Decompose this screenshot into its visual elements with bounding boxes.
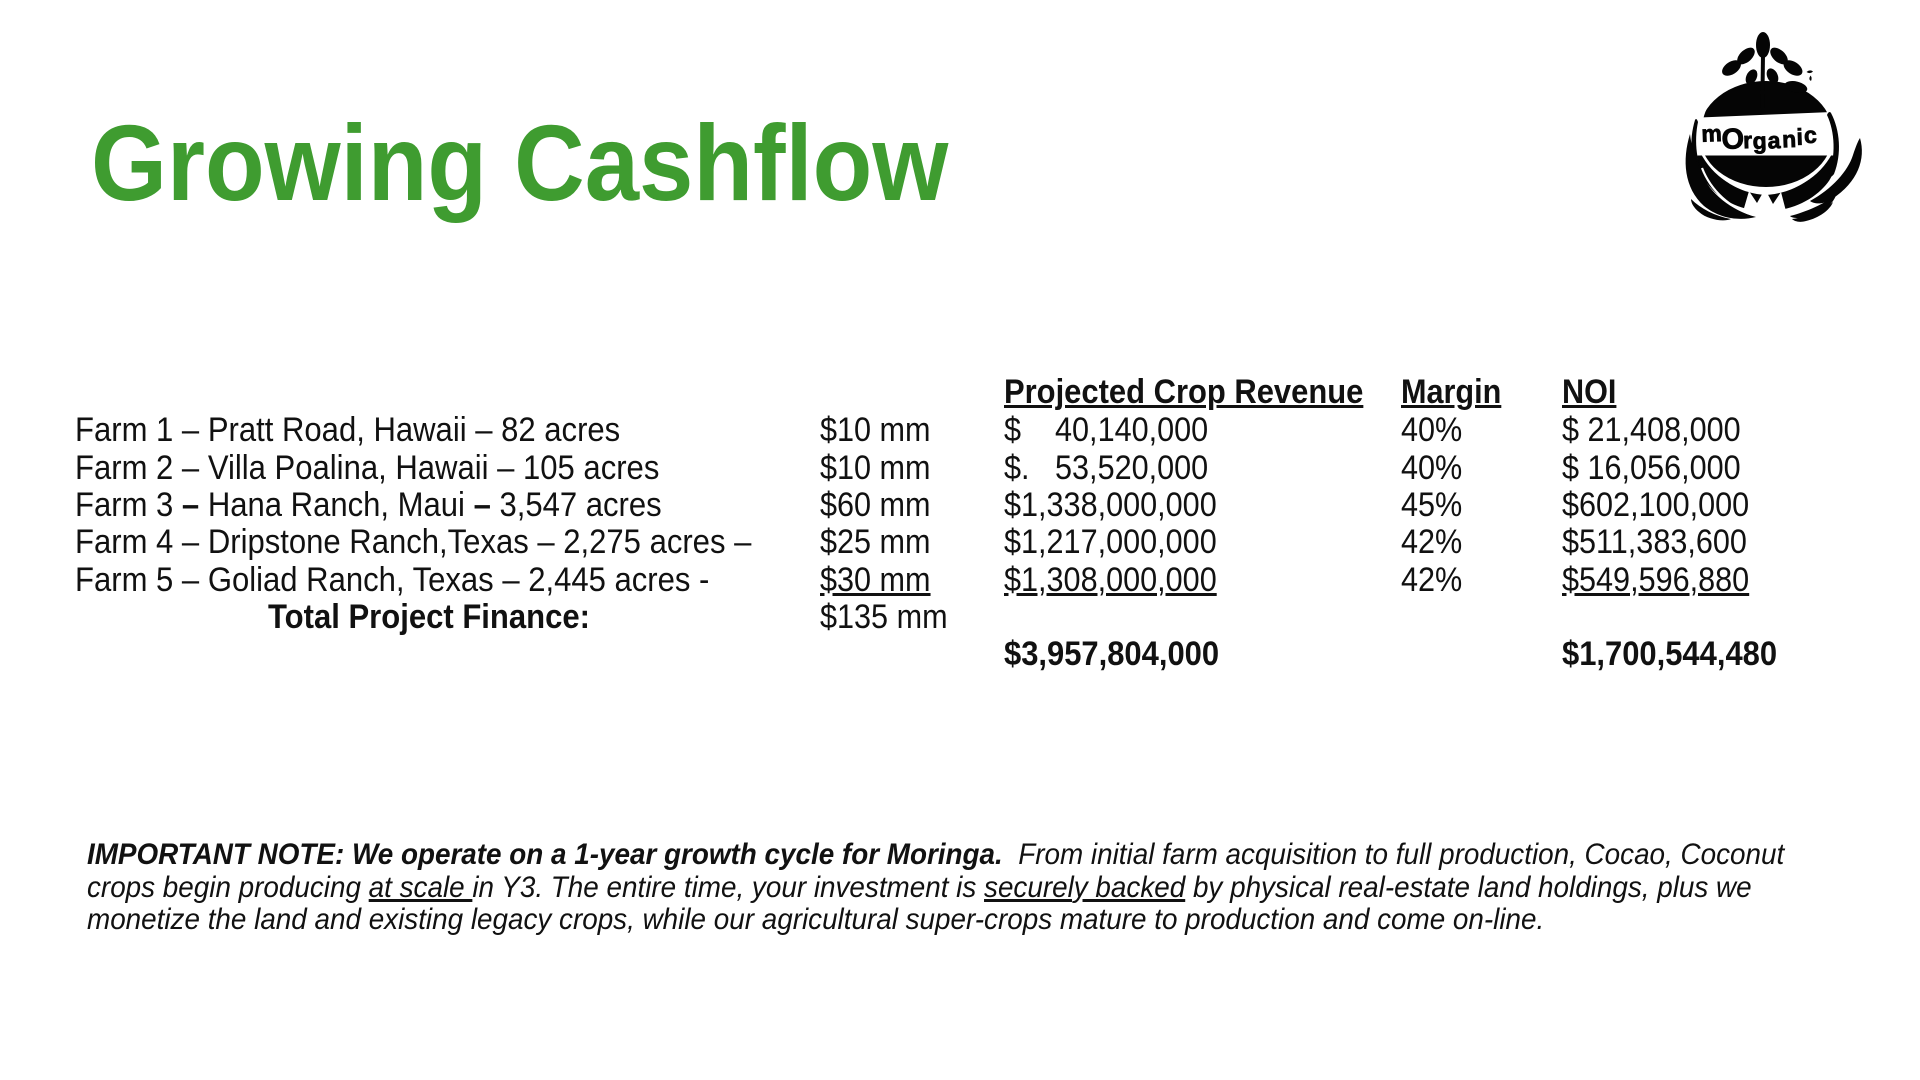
svg-text:c: c — [1803, 122, 1817, 148]
svg-text:r: r — [1743, 127, 1753, 153]
svg-text:O: O — [1721, 123, 1745, 156]
svg-text:i: i — [1796, 124, 1803, 150]
svg-text:n: n — [1782, 126, 1797, 152]
svg-text:m: m — [1701, 120, 1722, 147]
svg-text:a: a — [1767, 127, 1781, 153]
svg-text:g: g — [1752, 127, 1767, 153]
